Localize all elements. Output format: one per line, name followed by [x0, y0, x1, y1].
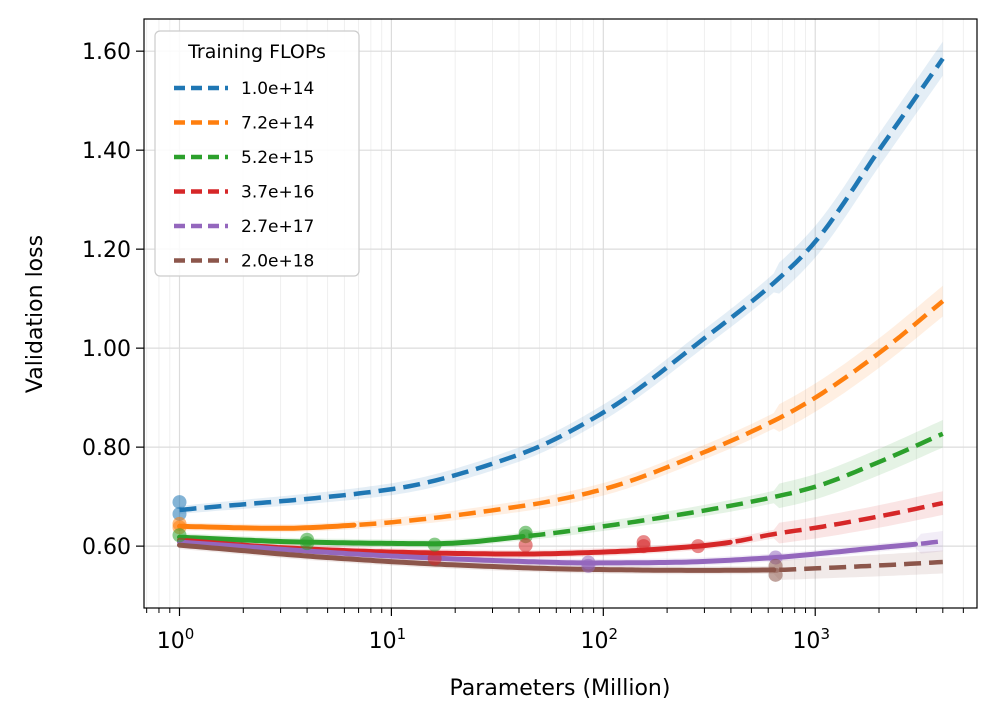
dashed-fit-line-7.2e+14 [359, 299, 945, 528]
confidence-band-5.2e+15 [179, 420, 943, 548]
data-point-3.7e+16 [636, 539, 651, 554]
solid-fit-line-2.0e+18 [177, 542, 777, 573]
x-tick-label: 100 [157, 625, 195, 654]
y-axis: 0.60 0.80 1.00 1.20 1.40 1.60 [82, 40, 144, 560]
plot-frame [143, 18, 978, 609]
data-point-5.2e+15 [172, 528, 187, 543]
confidence-band-3.7e+16 [179, 491, 943, 558]
data-point-2.7e+17 [581, 558, 596, 573]
legend-title: Training FLOPs [187, 41, 326, 63]
x-tick-label: 103 [792, 625, 830, 654]
legend-label: 7.2e+14 [241, 114, 314, 134]
x-tick-label: 101 [369, 625, 407, 654]
data-point-1.0e+14 [172, 506, 187, 521]
y-tick-label: 0.80 [82, 436, 131, 461]
x-tick-label: 102 [581, 625, 619, 654]
x-axis: 100 101 102 103 [146, 608, 964, 654]
data-point-3.7e+16 [691, 539, 706, 554]
dashed-fit-line-2.0e+18 [779, 559, 943, 573]
data-point-3.7e+16 [427, 551, 442, 566]
data-point-5.2e+15 [300, 536, 315, 551]
legend-box [154, 30, 360, 277]
x-axis-label: Parameters (Million) [450, 676, 671, 701]
observed-points [172, 495, 783, 582]
dashed-fit-line-3.7e+16 [735, 500, 944, 544]
dashed-fit-line-5.2e+15 [528, 431, 944, 539]
solid-fit-line-7.2e+14 [177, 522, 357, 531]
y-tick-label: 0.60 [82, 535, 131, 560]
legend: Training FLOPs 1.0e+14 7.2e+14 5.2e+15 3.7e+… [154, 30, 360, 277]
confidence-band-1.0e+14 [179, 41, 943, 514]
y-tick-label: 1.00 [82, 337, 131, 362]
legend-label: 3.7e+16 [241, 183, 314, 203]
y-tick-label: 1.20 [82, 238, 131, 263]
legend-label: 1.0e+14 [241, 79, 314, 99]
data-point-5.2e+15 [427, 537, 442, 552]
solid-fit-line-2.7e+17 [177, 539, 918, 566]
legend-label: 5.2e+15 [241, 148, 314, 168]
y-tick-label: 1.60 [82, 40, 131, 65]
y-tick-label: 1.40 [82, 139, 131, 164]
dashed-fit-line-1.0e+14 [179, 57, 945, 513]
confidence-band-7.2e+14 [179, 285, 943, 533]
y-axis-label: Validation loss [23, 235, 48, 393]
data-point-3.7e+16 [518, 538, 533, 553]
data-point-2.0e+18 [768, 567, 783, 582]
legend-label: 2.0e+18 [241, 252, 314, 272]
data-point-1.0e+14 [172, 495, 187, 510]
legend-label: 2.7e+17 [241, 217, 314, 237]
dashed-fit-line-2.7e+17 [920, 538, 944, 546]
solid-fit-line-5.2e+15 [177, 534, 526, 547]
